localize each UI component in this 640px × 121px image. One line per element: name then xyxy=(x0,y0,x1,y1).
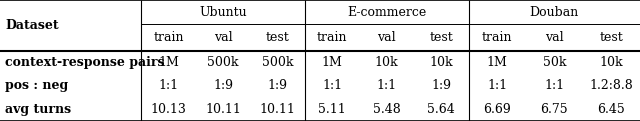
Text: 10k: 10k xyxy=(375,56,399,69)
Text: avg turns: avg turns xyxy=(5,103,71,116)
Text: train: train xyxy=(154,31,184,44)
Text: E-commerce: E-commerce xyxy=(347,6,426,19)
Text: train: train xyxy=(317,31,348,44)
Text: 50k: 50k xyxy=(543,56,566,69)
Text: 10.13: 10.13 xyxy=(150,103,186,116)
Text: 1.2:8.8: 1.2:8.8 xyxy=(589,79,634,92)
Text: 6.75: 6.75 xyxy=(540,103,568,116)
Text: 6.45: 6.45 xyxy=(598,103,625,116)
Text: 10.11: 10.11 xyxy=(205,103,241,116)
Text: 1M: 1M xyxy=(486,56,508,69)
Text: 1M: 1M xyxy=(158,56,179,69)
Text: 1:9: 1:9 xyxy=(268,79,287,92)
Text: Douban: Douban xyxy=(530,6,579,19)
Text: test: test xyxy=(429,31,453,44)
Text: 10k: 10k xyxy=(600,56,623,69)
Text: 1:1: 1:1 xyxy=(159,79,179,92)
Text: 1:1: 1:1 xyxy=(376,79,397,92)
Text: 5.11: 5.11 xyxy=(318,103,346,116)
Text: 10.11: 10.11 xyxy=(260,103,296,116)
Text: 10k: 10k xyxy=(429,56,453,69)
Text: test: test xyxy=(266,31,289,44)
Text: train: train xyxy=(482,31,513,44)
Text: val: val xyxy=(214,31,232,44)
Text: 5.64: 5.64 xyxy=(428,103,455,116)
Text: Ubuntu: Ubuntu xyxy=(199,6,247,19)
Text: context-response pairs: context-response pairs xyxy=(5,56,164,69)
Text: 500k: 500k xyxy=(207,56,239,69)
Text: test: test xyxy=(600,31,623,44)
Text: 1:1: 1:1 xyxy=(322,79,342,92)
Text: Dataset: Dataset xyxy=(5,19,59,32)
Text: 1M: 1M xyxy=(322,56,342,69)
Text: 500k: 500k xyxy=(262,56,293,69)
Text: 5.48: 5.48 xyxy=(373,103,401,116)
Text: 1:9: 1:9 xyxy=(431,79,451,92)
Text: pos : neg: pos : neg xyxy=(5,79,68,92)
Text: val: val xyxy=(378,31,396,44)
Text: 1:1: 1:1 xyxy=(544,79,564,92)
Text: 6.69: 6.69 xyxy=(483,103,511,116)
Text: 1:1: 1:1 xyxy=(487,79,507,92)
Text: 1:9: 1:9 xyxy=(213,79,233,92)
Text: val: val xyxy=(545,31,564,44)
